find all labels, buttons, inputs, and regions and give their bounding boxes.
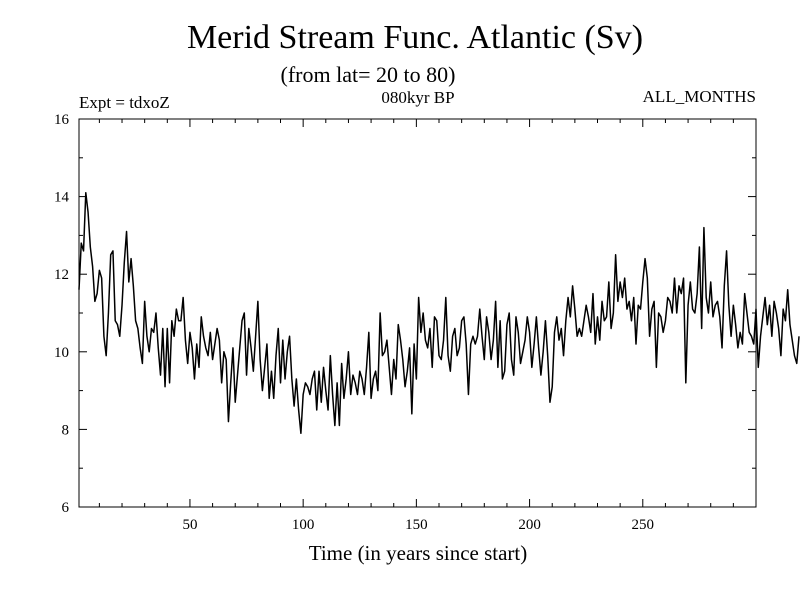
y-tick-label: 12 <box>54 267 69 283</box>
y-tick-label: 6 <box>62 500 70 516</box>
y-tick-label: 8 <box>62 422 70 438</box>
chart-title: Merid Stream Func. Atlantic (Sv) <box>187 19 643 56</box>
x-tick-label: 100 <box>292 517 315 533</box>
x-tick-label: 250 <box>632 517 655 533</box>
x-axis-label: Time (in years since start) <box>309 541 528 565</box>
y-tick-label: 14 <box>54 190 70 206</box>
x-tick-label: 150 <box>405 517 428 533</box>
x-tick-label: 200 <box>518 517 541 533</box>
y-tick-label: 10 <box>54 345 69 361</box>
months-label: ALL_MONTHS <box>643 87 756 106</box>
chart-subtitle: (from lat= 20 to 80) <box>281 62 456 87</box>
period-label: 080kyr BP <box>381 88 454 107</box>
x-tick-label: 50 <box>182 517 197 533</box>
y-tick-label: 16 <box>54 112 70 128</box>
series-line-0 <box>78 191 800 435</box>
plot-area: 50 100 150 200 250 6 8 10 12 14 16 <box>54 112 800 533</box>
experiment-label: Expt = tdxoZ <box>79 93 170 112</box>
